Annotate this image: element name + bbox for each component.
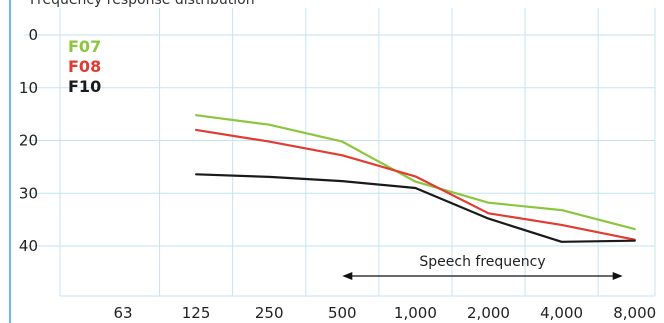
annotation-arrowhead-right: [613, 272, 623, 280]
annotation-arrowhead-left: [342, 272, 352, 280]
x-tick-label: 250: [255, 304, 284, 322]
x-tick-label: 125: [182, 304, 211, 322]
x-tick-label: 4,000: [540, 304, 583, 322]
series-line-f08: [196, 130, 635, 240]
speech-frequency-annotation: Speech frequency: [342, 254, 622, 280]
series-lines: [196, 115, 635, 242]
grid: [24, 8, 655, 296]
y-axis-ticks: 0 10 20 30 40: [19, 26, 38, 255]
x-tick-label: 500: [328, 304, 357, 322]
series-line-f10: [196, 174, 635, 242]
chart-title-group: Frequency response distribution: [30, 0, 255, 8]
x-tick-label: 2,000: [467, 304, 510, 322]
legend-entry-f08: F08: [68, 57, 101, 76]
annotation-label: Speech frequency: [419, 254, 545, 270]
y-tick-label: 10: [19, 79, 38, 97]
legend-entry-f07: F07: [68, 37, 101, 56]
x-tick-label: 63: [113, 304, 132, 322]
y-tick-label: 30: [19, 184, 38, 202]
series-line-f07: [196, 115, 635, 229]
legend-entry-f10: F10: [68, 77, 101, 96]
x-tick-label: 8,000: [613, 304, 656, 322]
x-tick-label: 1,000: [394, 304, 437, 322]
chart-title: Frequency response distribution: [30, 0, 255, 8]
y-tick-label: 40: [19, 237, 38, 255]
x-axis-ticks: 63 125 250 500 1,000 2,000 4,000 8,000: [113, 304, 656, 322]
y-tick-label: 0: [28, 26, 38, 44]
y-tick-label: 20: [19, 132, 38, 150]
